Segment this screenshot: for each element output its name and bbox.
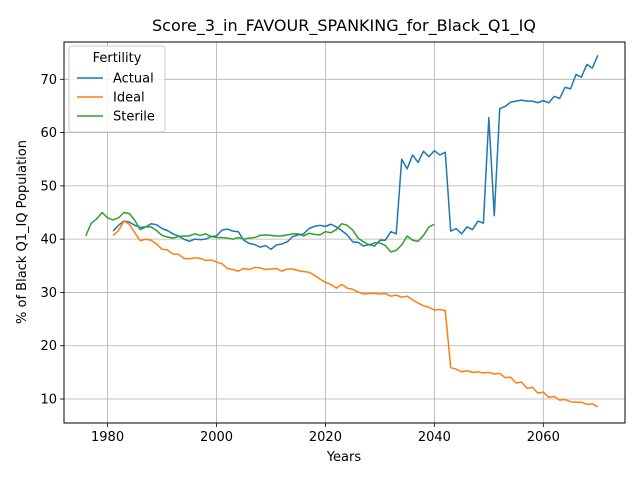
y-axis-title: % of Black Q1_IQ Population	[15, 140, 30, 324]
x-tick-label: 2060	[527, 430, 560, 445]
y-tick-label: 40	[40, 233, 57, 248]
legend-title: Fertility	[93, 51, 142, 66]
y-tick-label: 20	[40, 339, 57, 354]
y-tick-label: 10	[40, 393, 57, 408]
legend-label-sterile: Sterile	[113, 110, 155, 125]
y-tick-label: 30	[40, 286, 57, 301]
chart-title: Score_3_in_FAVOUR_SPANKING_for_Black_Q1_…	[152, 16, 536, 36]
x-tick-label: 2000	[200, 430, 233, 445]
x-tick-label: 2020	[309, 430, 342, 445]
x-tick-label: 1980	[91, 430, 124, 445]
y-tick-label: 70	[40, 73, 57, 88]
legend-label-ideal: Ideal	[113, 91, 145, 106]
x-tick-label: 2040	[418, 430, 451, 445]
legend: Fertility Actual Ideal Sterile	[69, 46, 165, 132]
x-axis-title: Years	[326, 450, 362, 465]
y-tick-label: 50	[40, 179, 57, 194]
legend-label-actual: Actual	[113, 72, 154, 87]
y-tick-label: 60	[40, 126, 57, 141]
